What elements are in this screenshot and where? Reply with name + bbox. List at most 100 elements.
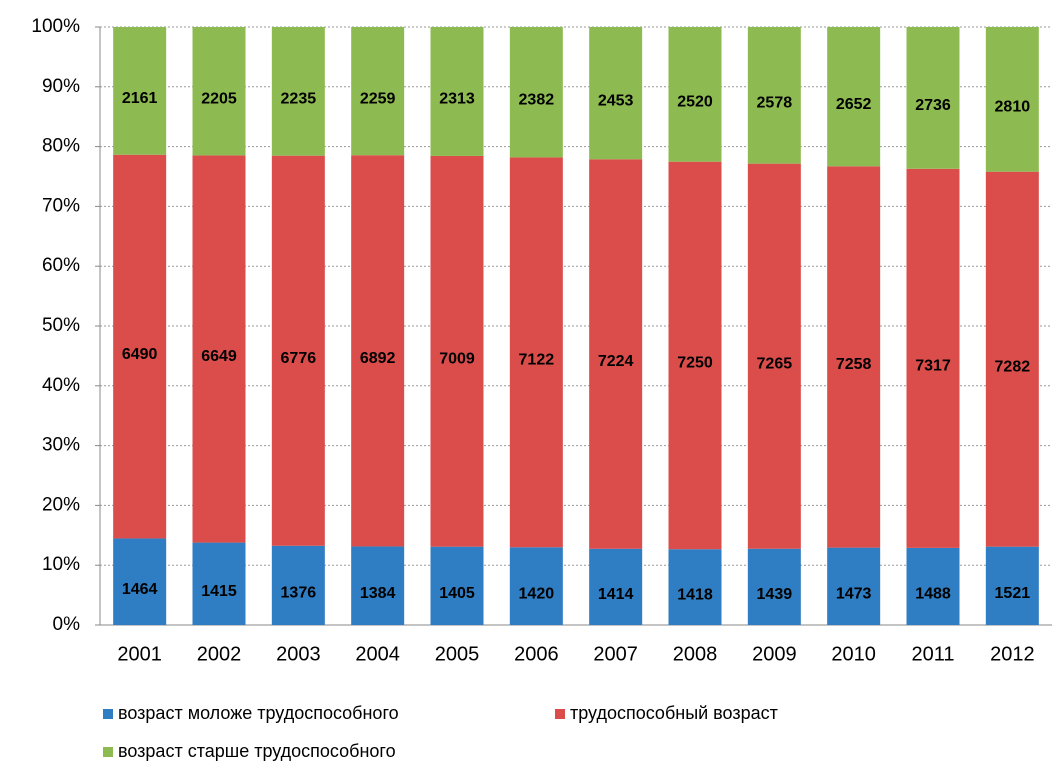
bar-segment	[906, 27, 960, 169]
x-tick-label: 2012	[990, 643, 1035, 665]
data-label: 1521	[995, 585, 1031, 602]
data-label: 7122	[519, 352, 555, 369]
data-label: 6490	[122, 346, 158, 363]
data-label: 2736	[915, 97, 951, 114]
bar-segment	[747, 27, 801, 164]
data-label: 7258	[836, 356, 872, 373]
data-label: 2161	[122, 90, 158, 107]
data-label: 1439	[757, 586, 793, 603]
bar-segment	[271, 27, 325, 156]
bar-segment	[271, 155, 325, 546]
data-label: 1464	[122, 581, 158, 598]
x-tick-label: 2009	[752, 643, 797, 665]
legend-label: возраст моложе трудоспособного	[118, 703, 399, 723]
data-label: 2382	[519, 91, 555, 108]
bar-segment	[668, 161, 722, 550]
bar-segment	[985, 27, 1039, 172]
bar-segment	[271, 545, 325, 625]
bar-segment	[589, 548, 643, 625]
x-tick-label: 2005	[435, 643, 480, 665]
data-label: 2652	[836, 96, 872, 113]
data-label: 6776	[281, 350, 317, 367]
x-tick-label: 2002	[197, 643, 242, 665]
bar-segment	[747, 548, 801, 625]
data-label: 1420	[519, 585, 555, 602]
data-label: 2235	[281, 91, 317, 108]
data-label: 7224	[598, 353, 634, 370]
data-label: 1418	[677, 586, 713, 603]
x-tick-label: 2004	[355, 643, 400, 665]
data-label: 7317	[915, 358, 951, 375]
bar-segment	[827, 547, 881, 625]
data-label: 2313	[439, 91, 475, 108]
bar-segment	[351, 546, 405, 625]
bar-segment	[192, 27, 246, 156]
bar-segment	[430, 155, 484, 547]
data-label: 1384	[360, 585, 396, 602]
data-label: 2259	[360, 90, 396, 107]
legend-label: трудоспособный возраст	[570, 703, 778, 723]
bar-segment	[906, 547, 960, 625]
y-tick-label: 30%	[42, 435, 80, 456]
legend-swatch	[103, 709, 113, 719]
bar-segment	[906, 168, 960, 548]
y-tick-label: 100%	[31, 16, 80, 37]
y-tick-label: 20%	[42, 494, 80, 515]
data-label: 6649	[201, 348, 237, 365]
x-tick-label: 2010	[831, 643, 876, 665]
data-label: 2578	[757, 95, 793, 112]
x-tick-label: 2003	[276, 643, 321, 665]
legend-label: возраст старше трудоспособного	[118, 741, 396, 761]
bar-segment	[430, 546, 484, 625]
data-label: 6892	[360, 350, 396, 367]
bar-segment	[113, 538, 167, 625]
bar-segment	[589, 159, 643, 549]
bar-segment	[668, 27, 722, 162]
legend-swatch	[555, 709, 565, 719]
y-tick-label: 0%	[53, 614, 81, 635]
data-label: 1415	[201, 583, 237, 600]
data-label: 1473	[836, 586, 872, 603]
bar-segment	[509, 27, 563, 158]
bar-segment	[113, 154, 167, 539]
x-tick-label: 2006	[514, 643, 559, 665]
bar-segment	[985, 171, 1039, 547]
bar-segment	[113, 27, 167, 155]
x-tick-label: 2011	[911, 643, 954, 665]
data-label: 2453	[598, 92, 634, 109]
x-tick-label: 2007	[593, 643, 638, 665]
data-label: 2520	[677, 94, 713, 111]
bar-segment	[827, 166, 881, 548]
y-tick-label: 10%	[42, 554, 80, 575]
data-label: 7265	[757, 355, 793, 372]
data-label: 7009	[439, 351, 475, 368]
bar-segment	[668, 549, 722, 625]
bar-segment	[351, 155, 405, 547]
bar-segment	[985, 546, 1039, 625]
data-label: 7250	[677, 355, 713, 372]
bar-segment	[827, 27, 881, 167]
bar-segment	[509, 157, 563, 548]
legend-swatch	[103, 747, 113, 757]
data-label: 7282	[995, 358, 1031, 375]
data-label: 1488	[915, 586, 951, 603]
bar-segment	[192, 542, 246, 625]
bar-segment	[192, 155, 246, 543]
y-tick-label: 50%	[42, 315, 80, 336]
y-tick-label: 40%	[42, 375, 80, 396]
data-label: 1405	[439, 585, 475, 602]
x-tick-label: 2008	[673, 643, 718, 665]
data-label: 2205	[201, 90, 237, 107]
bar-segment	[351, 27, 405, 156]
y-tick-label: 80%	[42, 136, 80, 157]
bar-segment	[747, 163, 801, 549]
data-label: 1414	[598, 586, 634, 603]
bar-segment	[589, 27, 643, 160]
data-label: 2810	[995, 99, 1031, 116]
bar-segment	[509, 547, 563, 625]
y-tick-label: 90%	[42, 76, 80, 97]
y-tick-label: 60%	[42, 255, 80, 276]
y-tick-label: 70%	[42, 195, 80, 216]
bar-segment	[430, 27, 484, 156]
